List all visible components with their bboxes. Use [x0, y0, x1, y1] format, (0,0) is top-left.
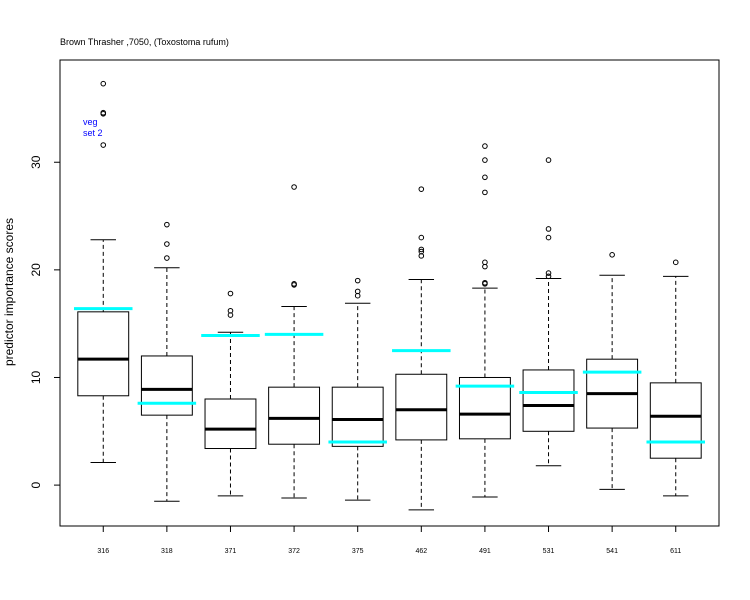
outlier-point	[164, 241, 170, 247]
outlier-point	[354, 288, 361, 295]
outlier-point	[164, 255, 170, 261]
x-tick-label: 371	[225, 548, 237, 555]
annotation-line-1: veg	[83, 117, 98, 127]
box	[395, 373, 448, 441]
outlier-point	[672, 259, 679, 266]
x-tick-label: 375	[352, 548, 364, 555]
x-tick-label: 541	[606, 548, 618, 555]
box	[268, 386, 321, 445]
outlier-point	[100, 109, 107, 116]
box	[458, 376, 511, 440]
outlier-point	[227, 290, 234, 297]
outlier-point	[482, 189, 488, 196]
y-tick-label: 10	[29, 370, 43, 384]
box	[204, 398, 257, 450]
outlier-point	[291, 281, 297, 287]
y-tick-label: 20	[29, 263, 43, 277]
outlier-point	[354, 277, 361, 284]
outlier-point	[482, 143, 488, 149]
plot-frame	[59, 59, 720, 527]
box	[522, 369, 575, 432]
outlier-point	[418, 186, 425, 192]
outlier-point	[100, 80, 107, 87]
x-tick-label: 318	[161, 548, 173, 555]
annotation-line-2: set 2	[83, 128, 103, 138]
box	[140, 355, 193, 416]
outlier-point	[545, 270, 552, 276]
outlier-point	[482, 157, 488, 163]
outlier-point	[418, 234, 425, 241]
outlier-point	[164, 221, 170, 228]
outlier-point	[545, 273, 552, 280]
x-tick-label: 491	[479, 548, 491, 555]
y-axis-label: predictor importance scores	[2, 218, 16, 366]
x-tick-label: 462	[415, 548, 427, 555]
outlier-point	[418, 248, 425, 255]
x-tick-label: 316	[97, 548, 109, 555]
outlier-point	[609, 251, 615, 258]
box	[649, 382, 702, 459]
outlier-point	[545, 234, 552, 241]
outlier-point	[545, 226, 552, 232]
outlier-point	[545, 157, 552, 163]
box	[77, 311, 130, 397]
plot-layer: 0 10 20 30 316 318 371 372 375 462 491 531 541 611	[29, 80, 706, 555]
y-tick-label: 0	[29, 481, 43, 488]
outlier-point	[418, 246, 425, 253]
outlier-point	[482, 174, 488, 181]
x-tick-label: 372	[288, 548, 300, 555]
outlier-point	[482, 259, 488, 266]
box	[331, 386, 384, 447]
outlier-point	[100, 142, 107, 148]
x-tick-label: 531	[543, 548, 555, 555]
chart-title: Brown Thrasher ,7050, (Toxostoma rufum)	[60, 37, 229, 47]
outlier-point	[482, 279, 488, 286]
outlier-point	[227, 307, 234, 314]
x-tick-label: 611	[670, 548, 681, 555]
y-tick-label: 30	[29, 155, 43, 169]
outlier-point	[291, 184, 297, 190]
